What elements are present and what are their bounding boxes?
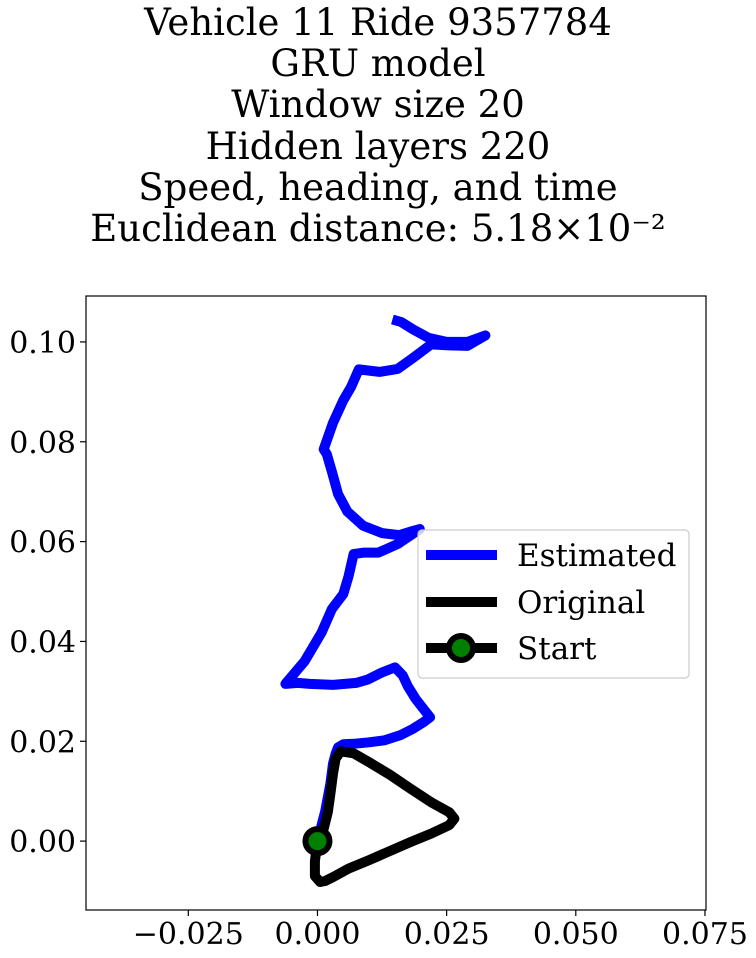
series-layer xyxy=(280,314,491,887)
legend-marker-start xyxy=(446,633,476,663)
title-line-5: Speed, heading, and time xyxy=(138,165,618,209)
series-line-estimated xyxy=(280,314,491,843)
plot-frame xyxy=(85,295,707,911)
legend-label-start: Start xyxy=(517,631,597,667)
start-marker xyxy=(302,826,333,857)
title-line-6: Euclidean distance: 5.18×10⁻² xyxy=(90,207,666,251)
y-tick-label: 0.10 xyxy=(9,326,76,361)
y-tick-label: 0.04 xyxy=(9,625,76,660)
title-line-3: Window size 20 xyxy=(231,83,525,127)
chart-title: Vehicle 11 Ride 9357784 GRU model Window… xyxy=(0,2,756,249)
axis-layer: −0.025 0.000 0.025 0.050 0.075 0.00 0.02 0.04 0.… xyxy=(9,326,748,952)
legend: Estimated Original Start xyxy=(417,529,690,679)
y-tick-label: 0.06 xyxy=(9,526,76,561)
legend-label-original: Original xyxy=(517,585,645,621)
legend-label-estimated: Estimated xyxy=(517,538,676,574)
x-tick-label: 0.025 xyxy=(404,917,490,952)
y-tick-label: 0.00 xyxy=(9,825,76,860)
x-tick-label: 0.050 xyxy=(533,917,619,952)
title-line-4: Hidden layers 220 xyxy=(205,124,551,168)
y-tick-label: 0.08 xyxy=(9,426,76,461)
y-tick-label: 0.02 xyxy=(9,725,76,760)
title-line-1: Vehicle 11 Ride 9357784 xyxy=(144,1,612,44)
title-line-2: GRU model xyxy=(270,42,486,86)
x-tick-label: 0.000 xyxy=(275,917,361,952)
x-tick-label: 0.075 xyxy=(662,917,748,952)
series-line-original xyxy=(309,746,460,887)
legend-box xyxy=(417,529,690,679)
x-tick-label: −0.025 xyxy=(133,917,244,952)
